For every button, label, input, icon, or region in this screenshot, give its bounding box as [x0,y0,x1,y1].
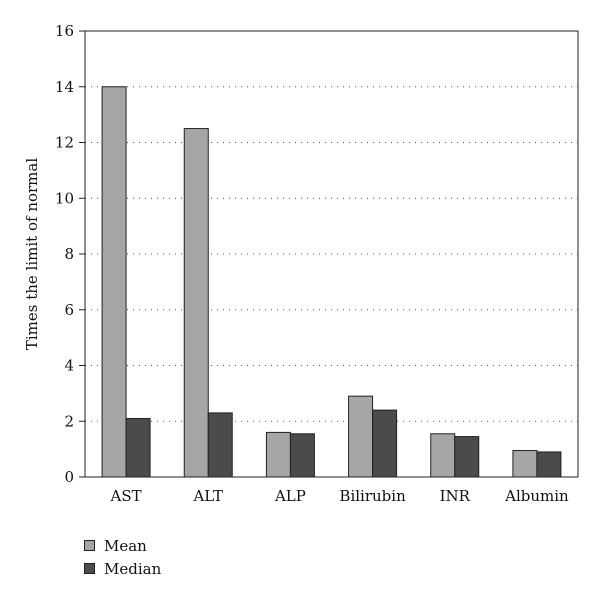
gridlines [85,86,578,422]
bar-median-inr [454,436,480,478]
bar-mean-albumin [512,450,538,478]
bar-median-albumin [536,451,562,478]
x-category-label: AST [110,487,142,505]
bar-median-bilirubin [372,409,398,478]
bar-median-alp [289,433,315,478]
legend: Mean Median [84,534,161,580]
bar-mean-alp [265,431,291,478]
bar-median-alt [207,412,233,478]
y-tick-label: 14 [55,78,74,96]
x-category-label: INR [440,487,471,505]
legend-swatch-median [84,563,95,574]
y-axis-label: Times the limit of normal [23,158,41,350]
y-tick-label: 12 [55,134,74,152]
legend-swatch-mean [84,540,95,551]
x-category-label: Bilirubin [339,487,406,505]
y-tick-label: 10 [55,189,74,207]
y-tick-label: 4 [64,357,74,375]
y-tick-label: 2 [64,412,74,430]
y-tick-label: 6 [64,301,74,319]
legend-label-median: Median [104,559,162,578]
x-category-label: Albumin [504,487,569,505]
x-category-label: ALP [274,487,306,505]
legend-item-median: Median [84,557,161,580]
y-tick-label: 16 [55,22,74,40]
bar-mean-inr [430,433,456,478]
legend-label-mean: Mean [104,536,147,555]
bar-mean-alt [183,128,209,478]
bar-median-ast [125,417,151,478]
y-tick-label: 8 [64,245,74,263]
legend-item-mean: Mean [84,534,161,557]
bar-mean-ast [101,86,127,478]
x-axis-categories: AST ALT ALP Bilirubin INR Albumin [110,487,570,505]
bar-mean-bilirubin [348,395,374,478]
y-axis-ticks: 0 2 4 6 8 10 12 14 16 [55,22,85,486]
bars [101,86,562,478]
y-tick-label: 0 [64,468,74,486]
x-category-label: ALT [192,487,223,505]
